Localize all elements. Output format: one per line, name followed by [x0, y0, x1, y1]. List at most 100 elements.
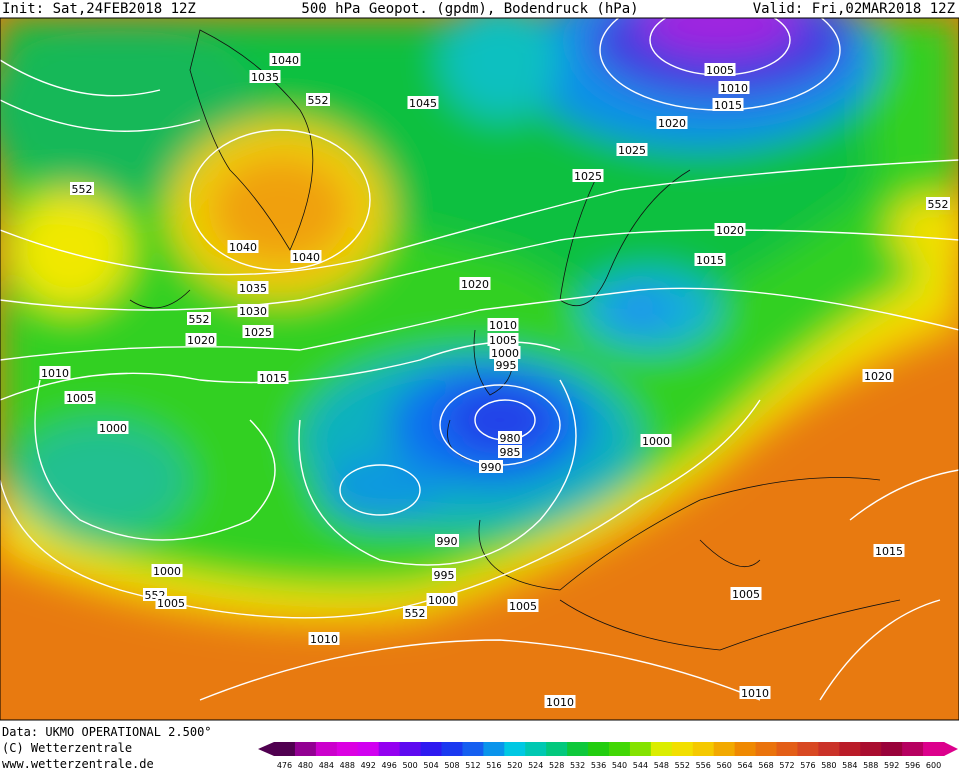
colorbar-label: 588: [863, 761, 878, 770]
contour-label: 552: [928, 198, 949, 211]
colorbar-swatch: [420, 742, 442, 756]
colorbar-label: 572: [779, 761, 794, 770]
colorbar-swatch: [734, 742, 757, 756]
colorbar-label: 492: [361, 761, 376, 770]
label-box: [640, 434, 672, 447]
colorbar-label: 576: [800, 761, 815, 770]
colorbar-label: 564: [737, 761, 752, 770]
colorbar-label: 500: [402, 761, 417, 770]
colorbar-swatch: [818, 742, 840, 756]
label-box: [70, 182, 94, 195]
contour-label: 552: [308, 94, 329, 107]
init-label: Init: Sat,24FEB2018 12Z: [2, 1, 196, 17]
label-box: [227, 240, 259, 253]
label-box: [712, 98, 744, 111]
contour-label: 1010: [41, 367, 69, 380]
colorbar-label: 512: [465, 761, 480, 770]
colorbar-label: 496: [382, 761, 397, 770]
label-box: [498, 445, 522, 458]
label-box: [704, 63, 736, 76]
contour-label: 985: [500, 446, 521, 459]
contour-label: 552: [189, 313, 210, 326]
colorbar-swatch: [923, 742, 945, 756]
contour-label: 1015: [696, 254, 724, 267]
label-box: [435, 534, 459, 547]
contour-label: 1040: [292, 251, 320, 264]
label-box: [694, 253, 726, 266]
contour-label: 1020: [461, 278, 489, 291]
colorbar-end: [944, 742, 958, 756]
contour-label: 1020: [864, 370, 892, 383]
map-title: 500 hPa Geopot. (gpdm), Bodendruck (hPa): [301, 1, 638, 17]
colorbar-swatch: [462, 742, 484, 756]
copyright: (C) Wetterzentrale: [2, 741, 132, 755]
contour-label: 1020: [716, 224, 744, 237]
label-box: [739, 686, 771, 699]
label-box: [308, 632, 340, 645]
contour-label: 1005: [66, 392, 94, 405]
colorbar-label: 548: [654, 761, 669, 770]
label-box: [269, 53, 301, 66]
contour-label: 1010: [741, 687, 769, 700]
label-box: [572, 169, 604, 182]
label-box: [306, 93, 330, 106]
label-box: [257, 371, 289, 384]
contour-label: 1010: [546, 696, 574, 709]
contour-label: 995: [434, 569, 455, 582]
colorbar-label: 484: [319, 761, 334, 770]
colorbar-swatch: [797, 742, 819, 756]
contour-label: 995: [496, 359, 517, 372]
label-box: [873, 544, 905, 557]
colorbar-swatch: [588, 742, 610, 756]
colorbar-swatch: [671, 742, 694, 756]
colorbar-swatch: [336, 742, 359, 756]
label-box: [656, 116, 688, 129]
colorbar-swatch: [315, 742, 338, 756]
contour-label: 1035: [251, 71, 279, 84]
label-box: [249, 70, 281, 83]
map-frame: [0, 17, 959, 721]
contour-label: 1005: [732, 588, 760, 601]
colorbar-swatch: [902, 742, 924, 756]
label-box: [185, 333, 217, 346]
label-box: [155, 596, 187, 609]
colorbar-swatch: [713, 742, 736, 756]
contour-label: 1020: [187, 334, 215, 347]
colorbar-swatch: [755, 742, 777, 756]
contour-label: 1025: [574, 170, 602, 183]
colorbar-swatch: [650, 742, 673, 756]
colorbar-swatch: [399, 742, 422, 756]
label-box: [432, 568, 456, 581]
colorbar-label: 520: [507, 761, 522, 770]
contour-label: 1005: [489, 334, 517, 347]
contour-label: 1040: [271, 54, 299, 67]
label-box: [426, 593, 458, 606]
colorbar-swatch: [441, 742, 463, 756]
label-box: [544, 695, 576, 708]
contour-label: 1015: [875, 545, 903, 558]
label-box: [290, 250, 322, 263]
label-box: [494, 358, 518, 371]
colorbar-swatch: [357, 742, 380, 756]
colorbar-swatch: [860, 742, 882, 756]
label-box: [187, 312, 211, 325]
contour-label: 1005: [706, 64, 734, 77]
colorbar-label: 580: [821, 761, 836, 770]
colorbar-label: 584: [842, 761, 857, 770]
label-box: [487, 318, 519, 331]
colorbar-swatch: [483, 742, 505, 756]
label-box: [862, 369, 894, 382]
colorbar-swatch: [294, 742, 317, 756]
valid-label: Valid: Fri,02MAR2018 12Z: [753, 1, 955, 17]
contour-label: 1010: [310, 633, 338, 646]
contour-label: 1000: [491, 347, 519, 360]
colorbar-swatch: [609, 742, 631, 756]
colorbar-label: 508: [444, 761, 459, 770]
contour-label: 1005: [157, 597, 185, 610]
map-field: 1040 1035 552 1045 552 1040 1040 1035 1030 552 102…: [0, 18, 959, 720]
colorbar-label: 544: [633, 761, 648, 770]
colorbar-label: 504: [423, 761, 438, 770]
colorbar-label: 552: [675, 761, 690, 770]
colorbar-swatch: [881, 742, 903, 756]
